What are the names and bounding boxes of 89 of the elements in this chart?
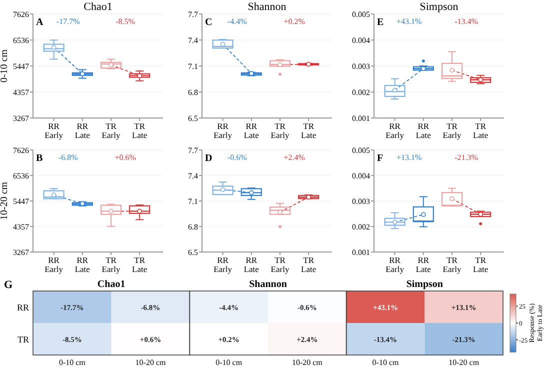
annotation: C: [205, 17, 212, 28]
x-tick-label: RR Early: [214, 255, 233, 274]
text: Chao1: [97, 279, 126, 290]
y-tick-label: RR: [16, 302, 29, 312]
y-tick-label: 6536: [13, 172, 29, 181]
annotation: -8.5%: [116, 17, 136, 26]
x-tick-label: TR Early: [270, 255, 290, 274]
annotation: +43.1%: [396, 17, 422, 26]
x-tick-label: RR Late: [244, 255, 260, 274]
y-tick-label: 0.005: [352, 146, 370, 155]
y-tick-label: 4357: [13, 88, 29, 97]
x-tick-label: 0-10 cm: [58, 358, 86, 367]
y-tick-label: 6.5: [188, 114, 198, 123]
y-axis-title: 10-20 cm: [0, 182, 10, 220]
y-tick-label: 5447: [13, 196, 29, 206]
x-tick-label: 10-20 cm: [292, 358, 324, 367]
x-tick-label: RR Early: [214, 121, 233, 140]
y-tick-label: 0.002: [352, 88, 370, 97]
y-tick-label: 6.5: [188, 248, 198, 257]
y-axis-title: 0-10 cm: [0, 49, 10, 83]
y-tick-label: 6.8: [188, 88, 198, 97]
x-tick-label: RR Late: [244, 121, 260, 140]
annotation: -0.6%: [227, 153, 248, 162]
y-tick-label: 7.7: [188, 146, 198, 155]
annotation: -4.4%: [227, 17, 248, 26]
chart-title: Shannon: [248, 1, 287, 13]
annotation: -6.8%: [58, 153, 78, 162]
x-tick-label: TR Early: [442, 255, 462, 274]
y-tick-label: 0.005: [352, 10, 370, 19]
chart-title: Chao1: [84, 1, 112, 13]
annotation: -13.4%: [454, 17, 478, 26]
annotation: F: [377, 153, 384, 164]
x-tick-label: RR Late: [74, 121, 90, 140]
x-tick-label: TR Early: [102, 255, 121, 274]
x-tick-label: RR Early: [386, 255, 405, 274]
y-tick-label: 0.002: [352, 222, 370, 232]
y-tick-label: 6.8: [188, 222, 198, 232]
x-tick-label: TR Early: [102, 121, 121, 140]
y-tick-label: 0.001: [352, 248, 370, 257]
y-tick-label: 7626: [13, 146, 29, 155]
x-tick-label: 10-20 cm: [448, 358, 480, 367]
x-tick-label: 0-10 cm: [216, 358, 243, 367]
chart-title: Simpson: [420, 1, 459, 13]
y-tick-label: 3267: [13, 114, 29, 123]
x-tick-label: RR Late: [416, 121, 432, 140]
text: Shannon: [249, 279, 288, 290]
annotation: +0.2%: [284, 17, 306, 26]
x-tick-label: 10-20 cm: [135, 358, 166, 367]
annotation: +0.6%: [114, 153, 136, 162]
y-tick-label: 7.7: [188, 10, 198, 19]
y-tick-label: 7.4: [188, 172, 198, 180]
x-tick-label: 0-10 cm: [372, 358, 400, 367]
annotation: -17.7%: [56, 17, 80, 26]
annotation: -21.3%: [454, 153, 478, 162]
x-tick-label: TR Late: [473, 121, 488, 140]
annotation: A: [36, 17, 44, 28]
annotation: +13.1%: [396, 153, 422, 162]
y-tick-label: 0.003: [352, 197, 370, 206]
y-tick-label: 0.004: [352, 172, 370, 180]
x-tick-label: RR Early: [44, 121, 64, 140]
x-tick-label: RR Late: [74, 255, 90, 274]
x-tick-label: TR Late: [301, 121, 316, 140]
y-tick-label: 0.003: [352, 62, 370, 71]
annotation: D: [205, 153, 212, 164]
annotation: +2.4%: [284, 153, 306, 162]
x-tick-label: RR Late: [416, 255, 432, 274]
x-tick-label: RR Early: [44, 255, 64, 274]
x-tick-label: TR Early: [270, 121, 290, 140]
y-tick-label: 0.001: [352, 114, 370, 123]
y-tick-label: TR: [17, 334, 29, 344]
y-tick-label: 7.4: [188, 36, 198, 45]
text: G: [4, 279, 13, 291]
x-tick-label: TR Late: [301, 255, 316, 274]
x-tick-label: TR Late: [132, 255, 148, 274]
x-tick-label: TR Late: [132, 121, 148, 140]
x-tick-label: TR Late: [473, 255, 488, 274]
x-tick-label: RR Early: [386, 121, 405, 140]
text: Simpson: [406, 279, 444, 290]
annotation: B: [36, 153, 43, 164]
y-tick-label: 7.1: [188, 62, 198, 71]
annotation: E: [377, 17, 384, 28]
y-tick-label: 3267: [13, 248, 29, 257]
y-tick-label: 5447: [13, 62, 29, 71]
y-tick-label: 0.004: [352, 36, 370, 45]
y-tick-label: 4357: [13, 222, 29, 232]
y-tick-label: 7626: [13, 10, 29, 19]
y-tick-label: 6536: [13, 36, 29, 46]
y-tick-label: 7.1: [188, 197, 198, 206]
x-tick-label: TR Early: [442, 121, 462, 140]
